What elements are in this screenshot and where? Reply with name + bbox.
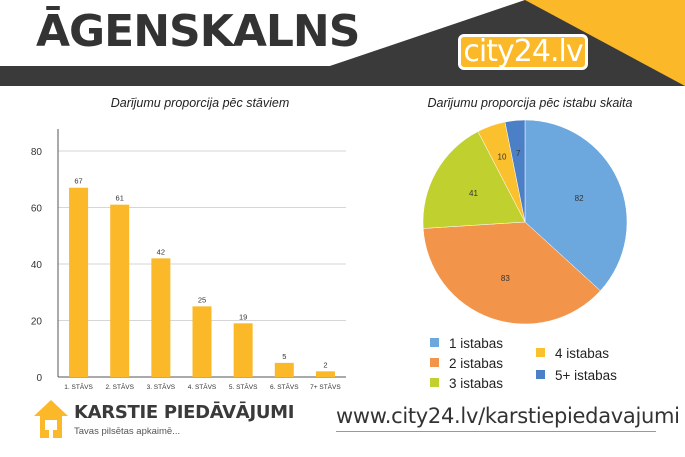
legend-label-1: 1 istabas xyxy=(449,336,504,351)
y-tick-label: 80 xyxy=(31,147,43,158)
header-dark-band xyxy=(0,45,395,86)
header-banner: ĀGENSKALNS city24.lv xyxy=(0,0,685,86)
pie-value-label: 82 xyxy=(575,194,584,203)
legend-swatch-1 xyxy=(430,338,439,347)
house-icon xyxy=(34,400,68,438)
legend-swatch-4 xyxy=(536,348,545,357)
legend-item-1: 1 istabas xyxy=(430,336,503,351)
bar xyxy=(274,362,294,377)
legend-label-3: 3 istabas xyxy=(449,376,504,391)
bar-value-label: 42 xyxy=(157,247,165,256)
logo-tagline: Tavas pilsētas apkaimē... xyxy=(74,426,181,437)
bar-value-label: 2 xyxy=(323,360,327,369)
bar-chart-title: Darījumu proporcija pēc stāviem xyxy=(110,96,290,110)
legend-label-5: 5+ istabas xyxy=(555,368,617,383)
legend-swatch-5 xyxy=(536,370,545,379)
legend-item-5: 5+ istabas xyxy=(536,368,617,383)
pie-chart-title: Darījumu proporcija pēc istabu skaita xyxy=(427,96,633,110)
pie-value-label: 83 xyxy=(501,274,510,283)
bar xyxy=(233,323,253,377)
x-tick-label: 7+ STĀVS xyxy=(310,383,341,391)
y-tick-label: 40 xyxy=(31,260,43,271)
footer-url-link[interactable]: www.city24.lv/karstiepiedavajumi xyxy=(336,404,680,428)
legend-item-4: 4 istabas xyxy=(536,346,609,361)
bar-value-label: 61 xyxy=(116,194,124,203)
bar-value-label: 25 xyxy=(198,295,206,304)
pie-value-label: 10 xyxy=(498,153,507,162)
bar xyxy=(192,306,212,377)
legend-item-3: 3 istabas xyxy=(430,376,503,391)
logo-name: KARSTIE PIEDĀVĀJUMI xyxy=(74,402,295,423)
bar-chart: 0 20 40 60 80 67 1. STĀVS 61 2. STĀVS 42 3. STĀVS 2… xyxy=(31,129,346,391)
x-tick-label: 5. STĀVS xyxy=(229,383,258,391)
y-tick-label: 0 xyxy=(36,373,42,384)
legend-label-2: 2 istabas xyxy=(449,356,504,371)
bar-value-label: 19 xyxy=(239,312,247,321)
legend-item-2: 2 istabas xyxy=(430,356,503,371)
pie-legend: 1 istabas 2 istabas 3 istabas 4 istabas … xyxy=(426,334,656,394)
x-tick-label: 6. STĀVS xyxy=(270,383,299,391)
pie-slice xyxy=(422,221,601,325)
x-tick-label: 4. STĀVS xyxy=(188,383,217,391)
footer-logo: KARSTIE PIEDĀVĀJUMI Tavas pilsētas apkai… xyxy=(32,396,295,446)
x-tick-label: 2. STĀVS xyxy=(105,383,134,391)
pie-value-label: 7 xyxy=(516,149,521,158)
pie-slice xyxy=(422,131,526,229)
legend-label-4: 4 istabas xyxy=(555,346,610,361)
pie-value-label: 41 xyxy=(469,189,478,198)
y-tick-label: 20 xyxy=(31,317,43,328)
legend-swatch-3 xyxy=(430,378,439,387)
pie-slice xyxy=(524,119,628,292)
x-tick-label: 3. STĀVS xyxy=(147,383,176,391)
bar xyxy=(69,187,89,377)
pie-slice xyxy=(504,119,526,223)
bar-value-label: 5 xyxy=(282,352,286,361)
x-tick-label: 1. STĀVS xyxy=(64,383,93,391)
page-title: ĀGENSKALNS xyxy=(36,6,360,57)
pie-chart: 82 83 41 10 7 xyxy=(422,119,628,325)
bar xyxy=(315,371,335,377)
brand-logo: city24.lv xyxy=(458,34,588,70)
bar xyxy=(151,258,171,377)
y-tick-label: 60 xyxy=(31,204,43,215)
bar-value-label: 67 xyxy=(74,177,82,186)
legend-swatch-2 xyxy=(430,358,439,367)
footer-divider xyxy=(336,431,656,432)
bar xyxy=(110,204,130,377)
